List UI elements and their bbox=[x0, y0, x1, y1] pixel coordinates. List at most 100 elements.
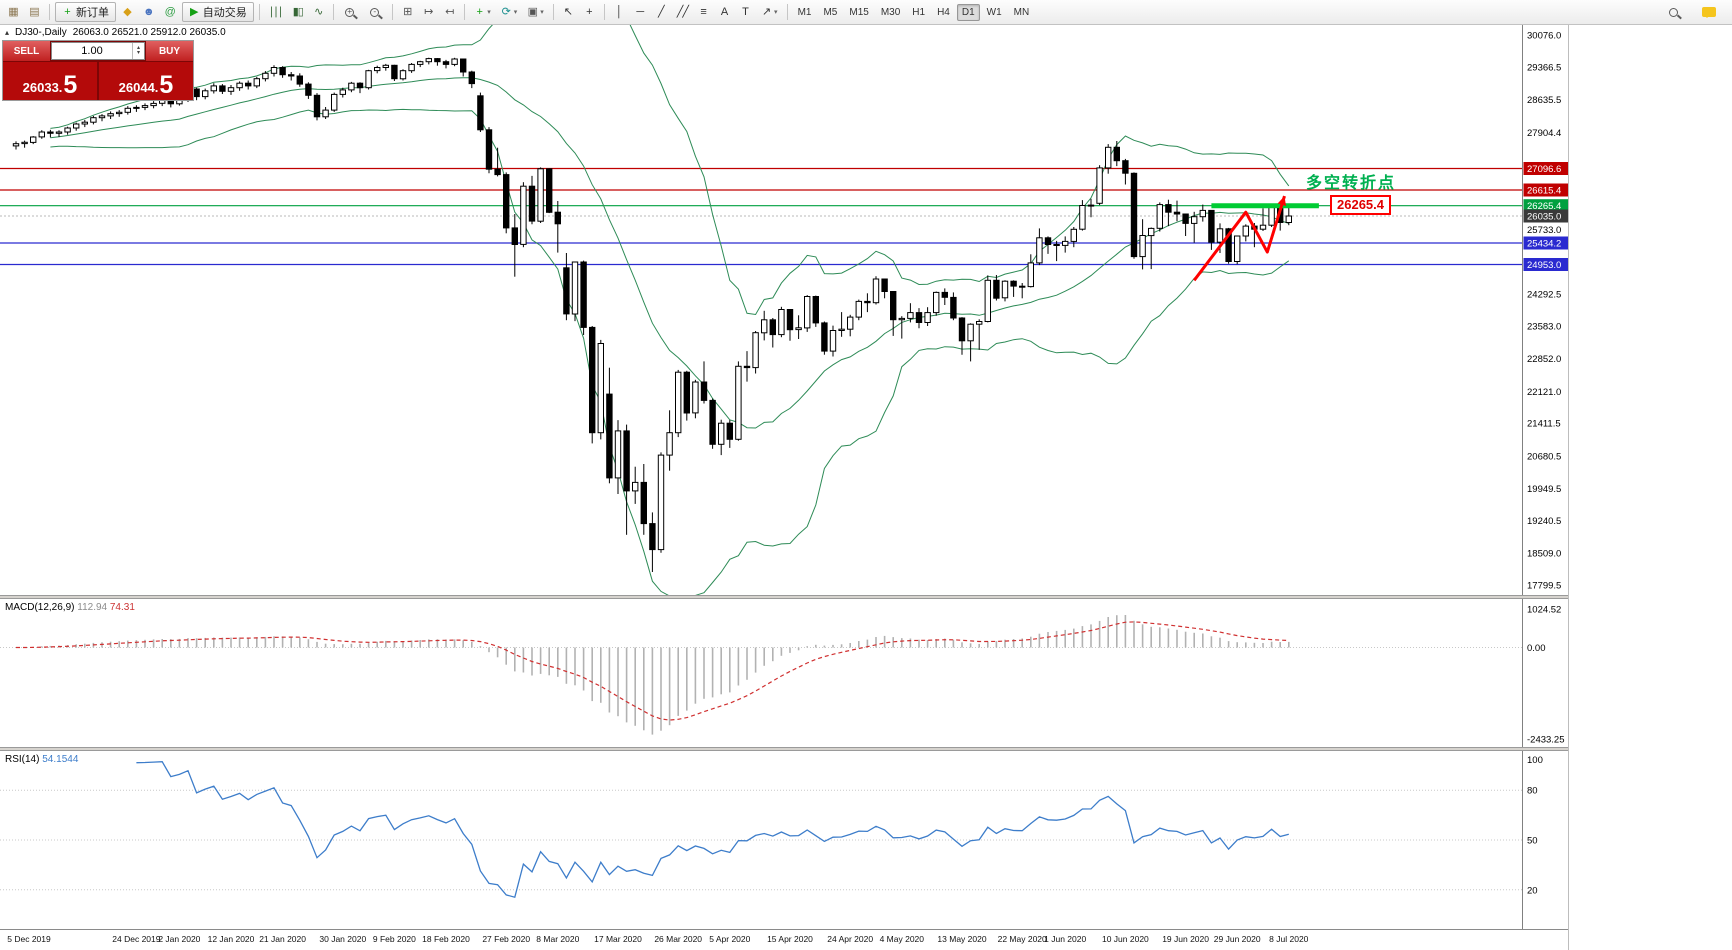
svg-text:19240.5: 19240.5 bbox=[1527, 516, 1561, 527]
templates-icon[interactable]: ▣ ▾ bbox=[527, 6, 544, 18]
line-chart-icon[interactable]: ∿ bbox=[314, 6, 324, 18]
search-icon[interactable] bbox=[1663, 2, 1686, 22]
timeframe-d1[interactable]: D1 bbox=[956, 3, 980, 21]
time-label: 26 Mar 2020 bbox=[654, 934, 703, 944]
chart-shift-icon[interactable]: ↤ bbox=[445, 6, 455, 18]
timeframe-h4[interactable]: H4 bbox=[937, 6, 950, 18]
macd-chart[interactable]: 1024.52 0.00 -2433.25 bbox=[0, 599, 1568, 747]
time-axis[interactable]: 5 Dec 2019 24 Dec 2019 2 Jan 2020 12 Jan 20… bbox=[0, 929, 1568, 949]
trendline-icon[interactable]: ╱ bbox=[657, 6, 665, 18]
chevron-down-icon: ▾ bbox=[540, 9, 544, 16]
timeframe-w1[interactable]: W1 bbox=[986, 6, 1002, 18]
sell-price-big: 5 bbox=[63, 71, 78, 99]
rsi-label: RSI(14) bbox=[5, 754, 40, 765]
timeframe-m5[interactable]: M5 bbox=[823, 6, 838, 18]
svg-text:21411.5: 21411.5 bbox=[1527, 419, 1561, 430]
time-label: 30 Jan 2020 bbox=[319, 934, 367, 944]
text-icon[interactable]: A bbox=[720, 6, 729, 18]
vertical-line-icon[interactable]: │ bbox=[615, 6, 623, 18]
label-icon[interactable]: T bbox=[742, 6, 749, 18]
svg-text:20680.5: 20680.5 bbox=[1527, 451, 1561, 462]
time-label: 9 Feb 2020 bbox=[372, 934, 416, 944]
timeframe-h1[interactable]: H1 bbox=[912, 6, 926, 18]
autotrading-button[interactable]: ▶ 自动交易 bbox=[181, 2, 254, 22]
svg-text:26035.0: 26035.0 bbox=[1527, 212, 1561, 223]
timeframe-m15[interactable]: M15 bbox=[849, 6, 869, 18]
profiles-icon[interactable]: ▤ bbox=[29, 6, 40, 18]
toolbar-items: ▦ ▤ + 新订单 ◆ ☻ @ ▶ 自动交易 ∣∣∣ ▮▯ ∿ + - ⊞ ↦ ↤ + ▾ ⟳ ▾ ▣ ▾ ↖ + │ ─ ╱ ╱╱ ≡ A… bbox=[3, 2, 1035, 22]
rsi-panel[interactable]: 100 80 50 20 RSI(14) 54.1544 bbox=[0, 751, 1568, 929]
crosshair-icon[interactable]: + bbox=[586, 6, 593, 18]
timeframe-m1[interactable]: M1 bbox=[797, 6, 812, 18]
time-label: 8 Mar 2020 bbox=[536, 934, 580, 944]
sell-price[interactable]: 26033. 5 bbox=[3, 62, 97, 100]
fibonacci-icon[interactable]: ≡ bbox=[700, 6, 707, 18]
web-terminal-icon[interactable]: @ bbox=[164, 6, 176, 18]
bar-chart-icon[interactable]: ∣∣∣ bbox=[268, 6, 283, 18]
time-label: 15 Apr 2020 bbox=[767, 934, 813, 944]
rsi-value: 54.1544 bbox=[42, 754, 79, 765]
turning-point-annotation[interactable]: 多空转折点 bbox=[1306, 175, 1397, 192]
panel-resize-handle[interactable] bbox=[0, 595, 1568, 599]
time-label: 24 Apr 2020 bbox=[827, 934, 874, 944]
svg-text:25434.2: 25434.2 bbox=[1527, 239, 1561, 250]
spinner-up-icon[interactable]: ▴ bbox=[136, 45, 140, 51]
svg-text:26615.4: 26615.4 bbox=[1527, 186, 1561, 197]
sell-button[interactable]: SELL bbox=[3, 41, 50, 61]
zoom-in-icon[interactable]: + bbox=[339, 2, 362, 22]
time-label: 4 May 2020 bbox=[879, 934, 924, 944]
svg-text:17799.5: 17799.5 bbox=[1527, 581, 1561, 592]
svg-text:24953.0: 24953.0 bbox=[1527, 260, 1561, 271]
new-order-button[interactable]: + 新订单 bbox=[55, 2, 116, 22]
rsi-chart[interactable]: 100 80 50 20 bbox=[0, 751, 1568, 929]
svg-text:22852.0: 22852.0 bbox=[1527, 354, 1561, 365]
svg-text:24292.5: 24292.5 bbox=[1527, 290, 1561, 301]
time-label: 2 Jan 2020 bbox=[158, 934, 201, 944]
svg-text:25733.0: 25733.0 bbox=[1527, 225, 1561, 236]
auto-scroll-icon[interactable]: ↦ bbox=[424, 6, 434, 18]
zoom-out-icon[interactable]: - bbox=[364, 2, 387, 22]
macd-panel[interactable]: 1024.52 0.00 -2433.25 MACD(12,26,9) 112.94… bbox=[0, 599, 1568, 747]
arrows-icon[interactable]: ↗ ▾ bbox=[761, 6, 778, 18]
channel-icon[interactable]: ╱╱ bbox=[676, 6, 689, 18]
tile-windows-icon[interactable]: ⊞ bbox=[403, 6, 413, 18]
time-label: 10 Jun 2020 bbox=[1101, 934, 1149, 944]
chart-header: ▴ DJ30-,Daily 26063.0 26521.0 25912.0 26… bbox=[5, 27, 226, 38]
svg-text:19949.5: 19949.5 bbox=[1527, 484, 1561, 495]
timeframe-mn[interactable]: MN bbox=[1013, 6, 1030, 18]
svg-text:1024.52: 1024.52 bbox=[1527, 605, 1561, 616]
timeframe-m30[interactable]: M30 bbox=[880, 6, 901, 18]
chat-icon[interactable] bbox=[1698, 2, 1720, 22]
macd-value-signal: 74.31 bbox=[109, 602, 135, 613]
volume-input[interactable]: 1.00 ▴ ▾ bbox=[51, 42, 145, 60]
chevron-down-icon: ▾ bbox=[774, 9, 778, 16]
signals-icon[interactable]: ☻ bbox=[143, 6, 155, 18]
cycles-icon[interactable]: ⟳ ▾ bbox=[501, 6, 518, 18]
macd-label: MACD(12,26,9) bbox=[5, 602, 75, 613]
chart-ohlc: 26063.0 26521.0 25912.0 26035.0 bbox=[72, 27, 226, 38]
price-level-annotation[interactable]: 26265.4 bbox=[1330, 195, 1391, 215]
volume-spinner[interactable]: ▴ ▾ bbox=[132, 43, 144, 59]
svg-text:18509.0: 18509.0 bbox=[1527, 549, 1561, 560]
rsi-label-row: RSI(14) 54.1544 bbox=[5, 754, 78, 765]
main-chart-panel[interactable]: 30076.0 29366.5 28635.5 27904.4 25733.0 24292… bbox=[0, 25, 1568, 595]
spinner-down-icon[interactable]: ▾ bbox=[136, 50, 140, 56]
one-click-toggle-icon[interactable]: ▴ bbox=[5, 28, 10, 37]
cursor-icon[interactable]: ↖ bbox=[563, 6, 573, 18]
buy-price[interactable]: 26044. 5 bbox=[99, 62, 193, 100]
svg-text:27096.6: 27096.6 bbox=[1527, 164, 1561, 175]
indicators-button[interactable]: + ▾ bbox=[476, 6, 491, 18]
buy-button[interactable]: BUY bbox=[146, 41, 193, 61]
chart-window-icon[interactable]: ▦ bbox=[8, 6, 19, 18]
panel-resize-handle[interactable] bbox=[0, 747, 1568, 751]
toolbar-separator bbox=[258, 4, 260, 20]
toolbar-separator bbox=[464, 4, 466, 20]
macd-label-row: MACD(12,26,9) 112.94 74.31 bbox=[5, 602, 135, 613]
horizontal-line-icon[interactable]: ─ bbox=[636, 6, 645, 18]
time-label: 19 Jun 2020 bbox=[1162, 934, 1209, 944]
candlestick-chart[interactable]: 30076.0 29366.5 28635.5 27904.4 25733.0 24292… bbox=[0, 25, 1568, 595]
chevron-down-icon: ▾ bbox=[513, 9, 518, 16]
mql5-market-icon[interactable]: ◆ bbox=[123, 6, 132, 18]
candlestick-icon[interactable]: ▮▯ bbox=[292, 6, 304, 18]
